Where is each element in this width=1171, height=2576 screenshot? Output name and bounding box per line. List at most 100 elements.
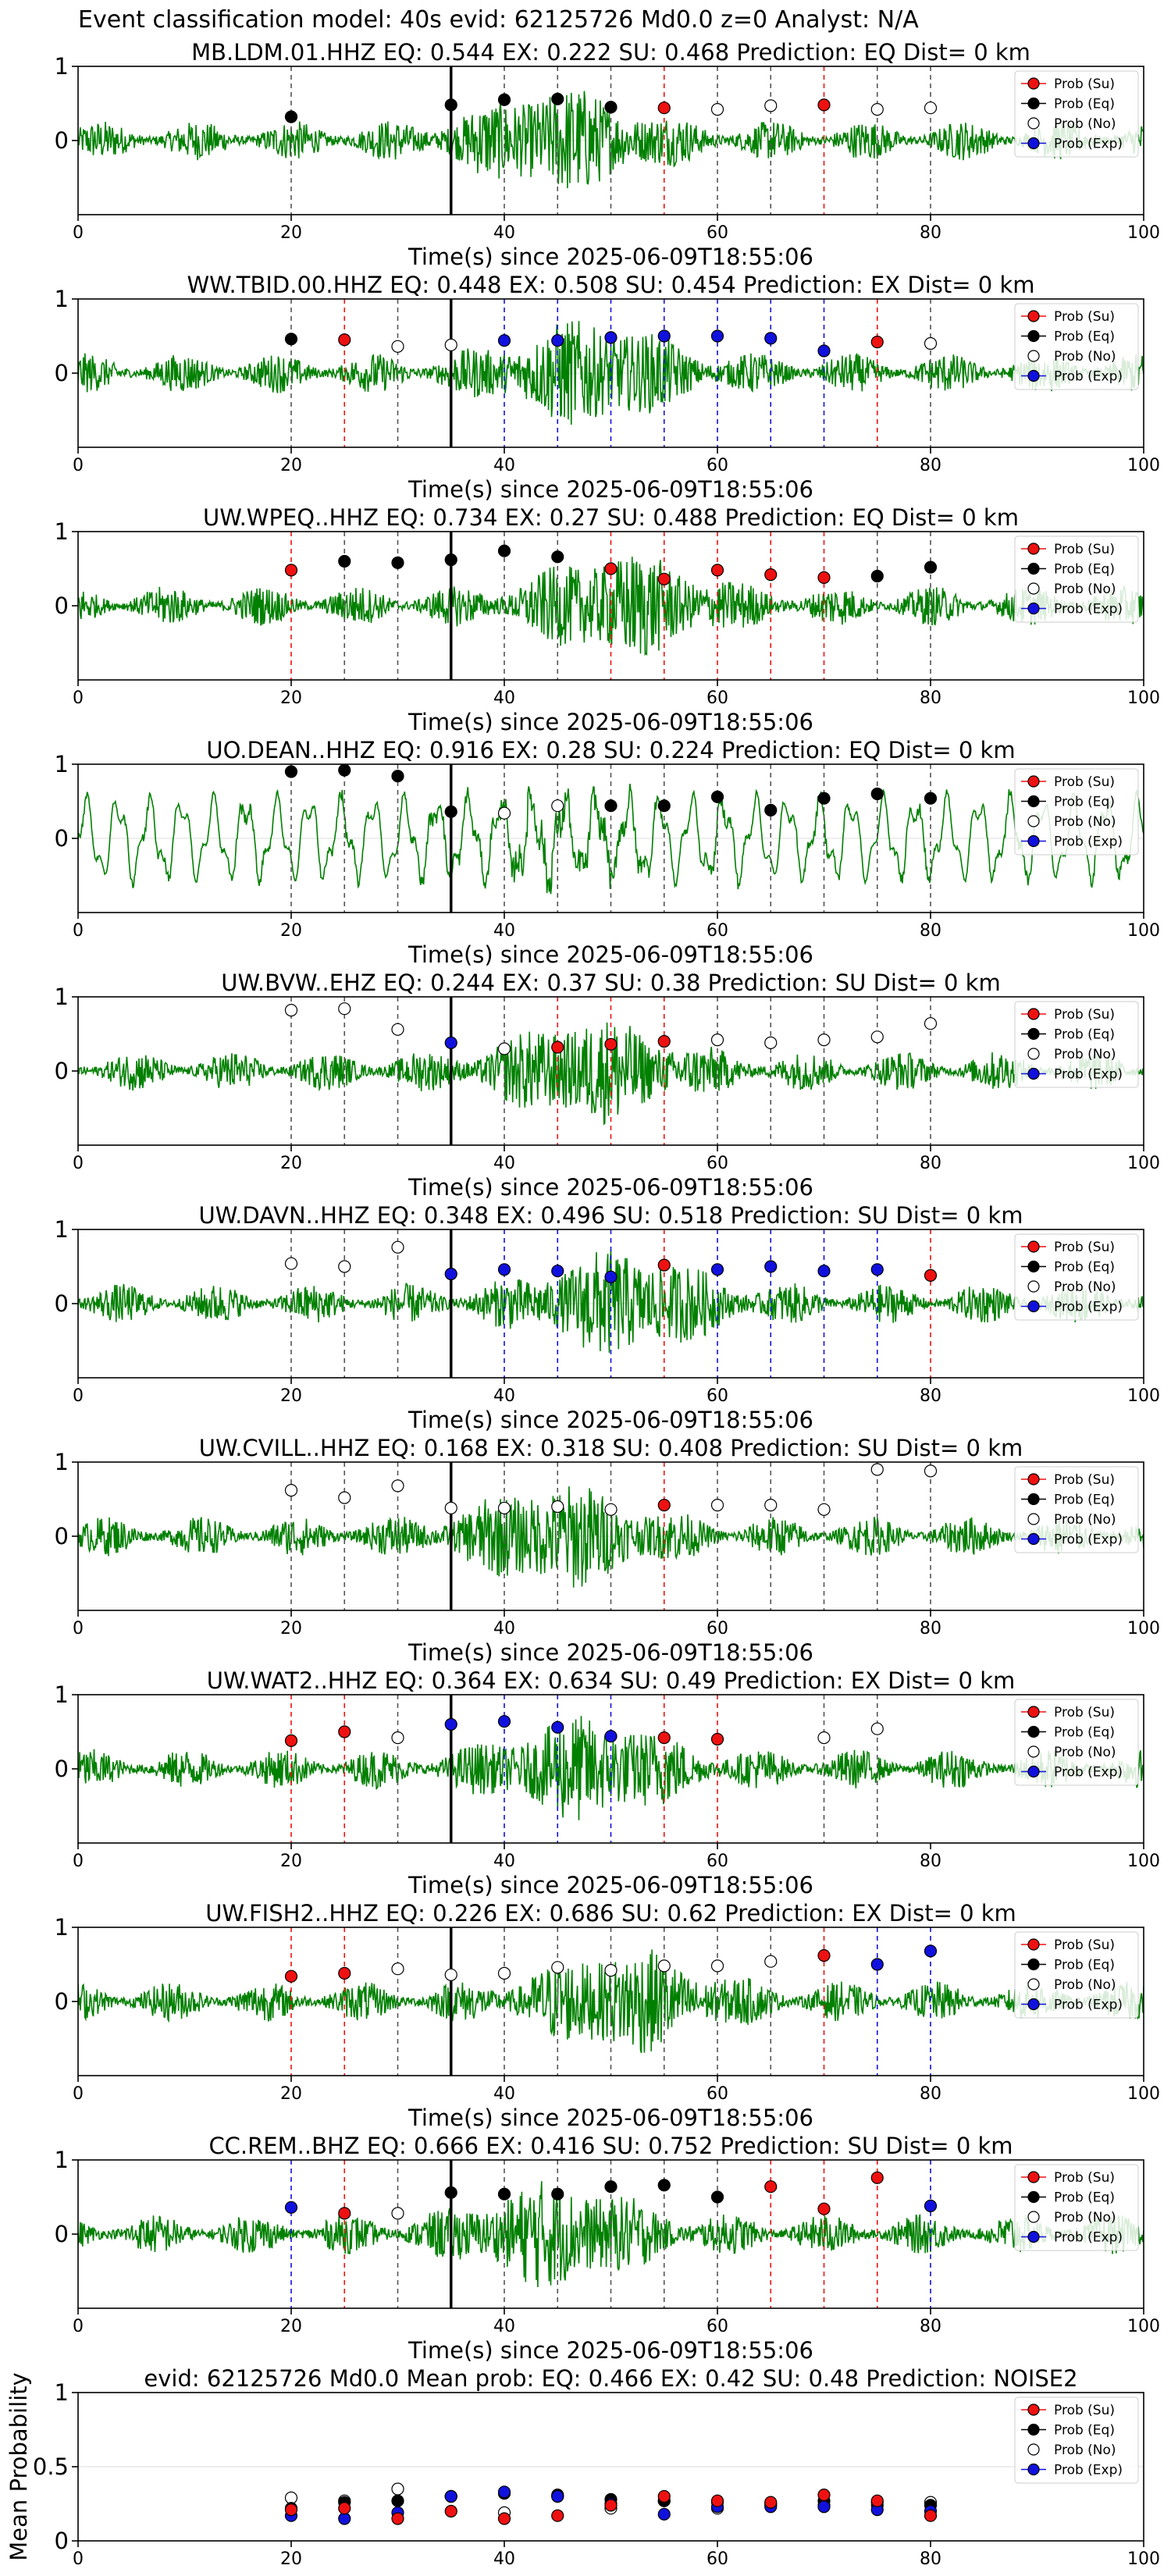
mean-point-su — [657, 2489, 671, 2503]
legend-marker-no — [1027, 2211, 1040, 2223]
prob-point-eq — [657, 2179, 671, 2192]
prob-point-su — [284, 1969, 298, 1983]
legend-marker-no — [1027, 1978, 1040, 1991]
legend-label: Prob (Exp) — [1054, 1300, 1123, 1315]
x-tick-label: 100 — [1127, 1619, 1160, 1638]
x-axis-label: Time(s) since 2025-06-09T18:55:06 — [408, 244, 813, 270]
prob-point-eq — [497, 2187, 511, 2201]
x-tick-label: 20 — [280, 2317, 302, 2336]
prob-point-su — [604, 562, 618, 575]
legend-box — [1014, 2396, 1139, 2484]
legend-label: Prob (Su) — [1054, 774, 1115, 790]
x-tick-label: 40 — [493, 1154, 515, 1173]
prob-point-no — [710, 1498, 724, 1512]
prob-point-no — [817, 1731, 831, 1745]
legend-box — [1014, 1931, 1139, 2019]
prob-point-su — [657, 1498, 671, 1512]
x-tick-label: 60 — [707, 1386, 728, 1406]
x-tick-label: 40 — [493, 1619, 515, 1638]
prob-point-no — [338, 1491, 351, 1504]
legend-label: Prob (Eq) — [1054, 1958, 1115, 1973]
legend-label: Prob (No) — [1054, 2443, 1116, 2458]
legend-marker-exp — [1027, 137, 1040, 150]
legend-marker-eq — [1027, 1260, 1040, 1273]
legend-label: Prob (No) — [1054, 1977, 1116, 1993]
x-tick-label: 60 — [707, 1154, 728, 1173]
x-tick-label: 80 — [920, 223, 941, 243]
prob-point-su — [870, 336, 884, 349]
x-tick-label: 80 — [920, 1852, 941, 1871]
prob-point-eq — [604, 101, 618, 114]
legend-marker-no — [1027, 350, 1040, 362]
legend-box — [1014, 535, 1139, 623]
mean-point-su — [497, 2512, 511, 2525]
prob-point-exp — [551, 334, 564, 347]
legend-marker-exp — [1027, 1998, 1040, 2011]
x-tick-label: 20 — [280, 1619, 302, 1638]
x-tick-label: 0 — [73, 1852, 84, 1871]
prob-point-exp — [870, 1263, 884, 1276]
legend-label: Prob (Exp) — [1054, 1532, 1123, 1548]
x-tick-label: 20 — [280, 2549, 302, 2569]
legend-box — [1014, 2164, 1139, 2251]
legend-label: Prob (No) — [1054, 1279, 1116, 1295]
legend-marker-exp — [1027, 602, 1040, 615]
legend-marker-no — [1027, 1513, 1040, 1525]
x-tick-label: 80 — [920, 1154, 941, 1173]
x-tick-label: 0 — [73, 1154, 84, 1173]
x-tick-label: 0 — [73, 2084, 84, 2104]
prob-point-exp — [764, 332, 778, 345]
panel-title: UW.FISH2..HHZ EQ: 0.226 EX: 0.686 SU: 0.… — [205, 1900, 1016, 1927]
y-tick-label: 0 — [55, 2528, 69, 2554]
x-tick-label: 80 — [920, 1619, 941, 1638]
prob-point-su — [657, 572, 671, 585]
prob-point-eq — [604, 799, 618, 813]
prob-point-exp — [604, 1730, 618, 1743]
x-tick-label: 20 — [280, 223, 302, 243]
legend-label: Prob (Su) — [1054, 1937, 1115, 1953]
prob-point-no — [817, 1033, 831, 1047]
prob-point-su — [284, 564, 298, 577]
x-tick-label: 0 — [73, 2549, 84, 2569]
prob-point-exp — [551, 1265, 564, 1278]
x-tick-label: 80 — [920, 456, 941, 475]
mean-point-su — [604, 2499, 618, 2512]
prob-point-no — [497, 1042, 511, 1055]
x-tick-label: 60 — [707, 1619, 728, 1638]
x-axis-label: Time(s) since 2025-06-09T18:55:06 — [408, 1872, 813, 1898]
legend-marker-eq — [1027, 1027, 1040, 1041]
x-tick-label: 40 — [493, 1386, 515, 1406]
legend-box — [1014, 1233, 1139, 1321]
prob-point-no — [284, 1257, 298, 1270]
prob-point-eq — [444, 553, 457, 567]
prob-point-exp — [764, 1260, 778, 1273]
prob-point-no — [924, 336, 938, 350]
mean-point-su — [817, 2489, 831, 2502]
prob-point-su — [817, 2202, 831, 2215]
legend-marker-su — [1027, 2403, 1040, 2416]
panel-3: UW.WPEQ..HHZ EQ: 0.734 EX: 0.27 SU: 0.48… — [55, 504, 1160, 735]
prob-point-exp — [497, 1263, 511, 1276]
prob-point-eq — [870, 787, 884, 801]
prob-point-no — [444, 338, 457, 351]
prob-point-no — [284, 1003, 298, 1017]
panel-1: MB.LDM.01.HHZ EQ: 0.544 EX: 0.222 SU: 0.… — [55, 39, 1160, 270]
prob-point-no — [870, 1030, 884, 1044]
prob-point-no — [391, 1962, 404, 1976]
prob-point-no — [764, 1955, 778, 1968]
prob-point-no — [338, 1002, 351, 1016]
y-tick-label: 0 — [55, 1756, 69, 1782]
prob-point-no — [391, 340, 404, 353]
legend-marker-exp — [1027, 1765, 1040, 1778]
prob-point-su — [817, 1949, 831, 1962]
legend-marker-no — [1027, 1745, 1040, 1758]
legend-marker-no — [1027, 582, 1040, 595]
x-tick-label: 60 — [707, 1852, 728, 1871]
mean-point-exp — [817, 2500, 831, 2514]
panel-title: UW.CVILL..HHZ EQ: 0.168 EX: 0.318 SU: 0.… — [199, 1435, 1023, 1461]
x-tick-label: 20 — [280, 1852, 302, 1871]
mean-point-su — [391, 2512, 404, 2525]
legend-label: Prob (Exp) — [1054, 1998, 1123, 2013]
prob-point-no — [391, 1479, 404, 1493]
legend-marker-exp — [1027, 834, 1040, 848]
